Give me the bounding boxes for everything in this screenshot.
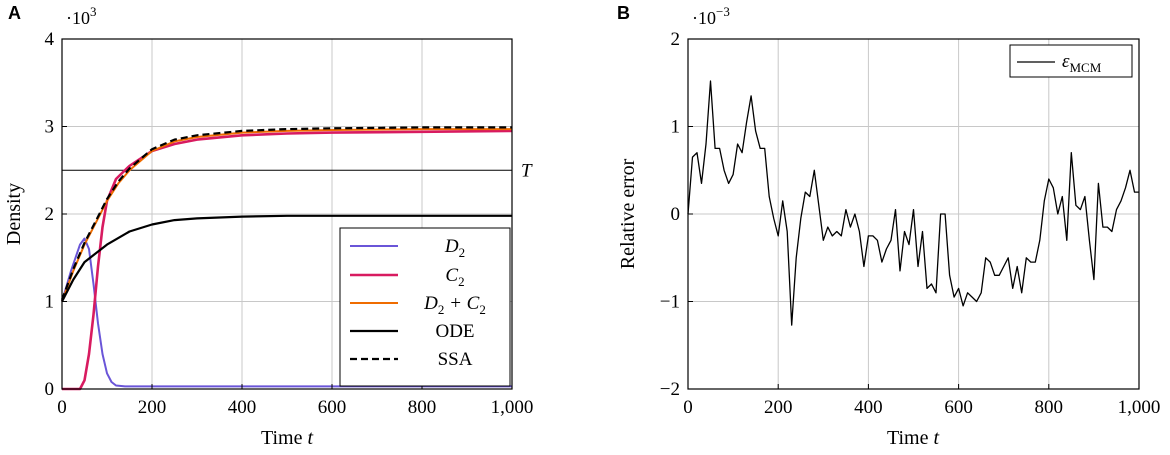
x-tick-label: 0 xyxy=(57,397,67,418)
legend-label-d2: D2 xyxy=(444,236,465,260)
series-line-c xyxy=(62,129,513,391)
panel-a-y-scale: ·103 xyxy=(66,4,97,28)
x-tick-label: 800 xyxy=(408,397,437,418)
legend-frame xyxy=(1009,44,1133,78)
series-line-d xyxy=(61,237,512,388)
panel-b: B 0 200 400 600 800 1,000 −2 −1 0 1 2 ·10−3 Time … xyxy=(617,3,1160,449)
panel-a-y-label: Density xyxy=(3,183,25,245)
legend-label-d2-plus-c2: D2 + C2 xyxy=(423,293,486,317)
legend-entry-ssa: SSA xyxy=(350,349,473,370)
x-tick-label: 400 xyxy=(854,397,883,418)
x-tick-label: 200 xyxy=(138,397,167,418)
panel-a-series xyxy=(60,126,513,391)
legend-entry-ode: ODE xyxy=(350,321,475,342)
panel-b-y-ticks: −2 −1 0 1 2 xyxy=(660,29,693,400)
y-tick-label: 1 xyxy=(671,117,681,138)
y-tick-label: −2 xyxy=(660,379,680,400)
panel-b-legend: εMCM xyxy=(1009,44,1133,78)
y-tick-label: 2 xyxy=(671,29,681,50)
panel-a-threshold: T xyxy=(62,160,533,181)
y-tick-label: 2 xyxy=(45,204,55,225)
x-tick-label: 200 xyxy=(764,397,793,418)
legend-entry-d2: D2 xyxy=(350,236,465,260)
x-tick-label: 1,000 xyxy=(491,397,534,418)
panel-b-y-scale: ·10−3 xyxy=(692,4,730,28)
panel-b-series xyxy=(687,80,1139,326)
y-tick-label: −1 xyxy=(660,292,680,313)
legend-label-c2: C2 xyxy=(445,265,464,289)
panel-a-legend: D2 C2 D2 + C2 ODE SSA xyxy=(339,227,511,387)
panel-a-x-label: Time t xyxy=(261,427,314,449)
legend-entry-epsilon-mcm: εMCM xyxy=(1017,51,1102,75)
y-tick-label: 4 xyxy=(45,29,55,50)
panel-b-x-ticks: 0 200 400 600 800 1,000 xyxy=(683,384,1160,418)
legend-frame xyxy=(339,227,511,387)
legend-label-epsilon-mcm: εMCM xyxy=(1062,51,1102,75)
y-tick-label: 3 xyxy=(45,117,55,138)
x-tick-label: 1,000 xyxy=(1118,397,1161,418)
panel-b-letter: B xyxy=(617,3,630,23)
panel-b-x-label: Time t xyxy=(887,427,940,449)
y-tick-label: 1 xyxy=(45,292,55,313)
legend-label-ode: ODE xyxy=(435,321,474,342)
panel-a: A T 0 200 400 600 800 1,000 0 1 2 3 4 ·103 Time t… xyxy=(3,3,533,449)
x-tick-label: 800 xyxy=(1035,397,1064,418)
y-tick-label: 0 xyxy=(45,379,55,400)
series-line-ssa xyxy=(60,126,512,301)
x-tick-label: 400 xyxy=(228,397,257,418)
legend-label-ssa: SSA xyxy=(438,349,473,370)
panel-a-x-ticks: 0 200 400 600 800 1,000 xyxy=(57,384,533,418)
legend-entry-c2: C2 xyxy=(350,265,465,289)
x-tick-label: 0 xyxy=(683,397,693,418)
panel-a-letter: A xyxy=(8,3,21,23)
panel-a-y-ticks: 0 1 2 3 4 xyxy=(45,29,67,400)
panel-b-y-label: Relative error xyxy=(617,158,639,269)
x-tick-label: 600 xyxy=(944,397,973,418)
x-tick-label: 600 xyxy=(318,397,347,418)
legend-entry-d2-plus-c2: D2 + C2 xyxy=(350,293,486,317)
y-tick-label: 0 xyxy=(671,204,681,225)
series-line-mcm xyxy=(687,80,1139,326)
threshold-label: T xyxy=(521,160,533,181)
series-line-ode xyxy=(61,214,512,303)
